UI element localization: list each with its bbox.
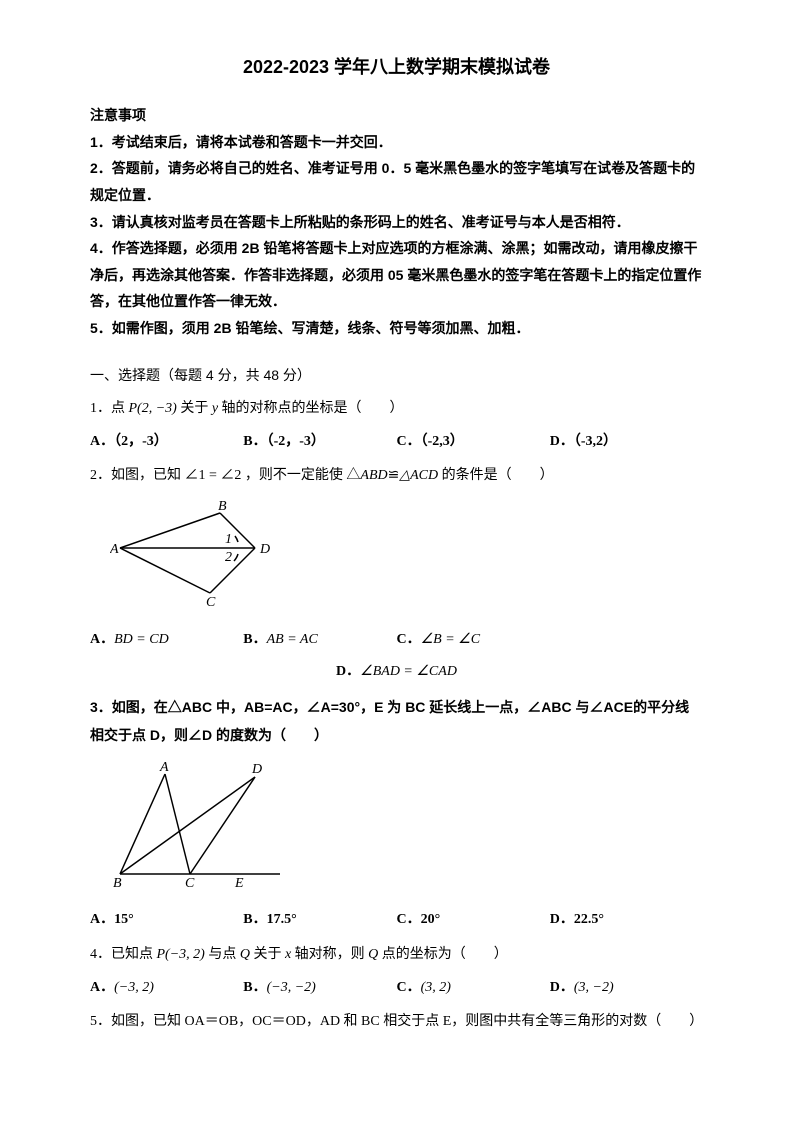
question-4: 4．已知点 P(−3, 2) 与点 Q 关于 x 轴对称，则 Q 点的坐标为（ … <box>90 942 703 969</box>
q1-text-post: 轴的对称点的坐标是（ ） <box>218 401 404 416</box>
q2-cong: ≌ <box>388 468 400 483</box>
q3-opt-c: C．20° <box>397 907 550 934</box>
q4-opt-a-val: (−3, 2) <box>114 980 154 995</box>
q4-opt-a: A．(−3, 2) <box>90 975 243 1002</box>
q4-point: P(−3, 2) <box>157 947 205 962</box>
q2-opt-a: A．BD = CD <box>90 627 243 654</box>
q2-opt-spacer <box>550 627 703 654</box>
q4-opt-d-val: (3, −2) <box>574 980 614 995</box>
question-5: 5．如图，已知 OA＝OB，OC＝OD，AD 和 BC 相交于点 E，则图中共有… <box>90 1009 703 1036</box>
q1-point: P(2, −3) <box>129 401 177 416</box>
q2-label-c: C <box>206 595 216 608</box>
q4-opt-d-label: D． <box>550 980 574 995</box>
page-title: 2022-2023 学年八上数学期末模拟试卷 <box>90 50 703 84</box>
q3-diagram: A B C D E <box>110 759 703 900</box>
q3-opt-b: B．17.5° <box>243 907 396 934</box>
notice-header: 注意事项 <box>90 102 703 129</box>
q1-text-pre: 1．点 <box>90 401 129 416</box>
q1-opt-b: B．（-2，-3） <box>243 429 396 456</box>
q2-opt-a-label: A． <box>90 632 114 647</box>
q2-tri1: ABD <box>360 468 387 483</box>
q2-opt-b-val: AB = AC <box>267 632 318 647</box>
q3-opt-a-text: A．15° <box>90 912 134 927</box>
q2-opt-d-val: ∠BAD = ∠CAD <box>360 664 457 679</box>
q2-opt-d: D．∠BAD = ∠CAD <box>336 659 457 686</box>
q3-label-b: B <box>113 876 122 889</box>
q4-text-post: 点的坐标为（ ） <box>378 947 508 962</box>
q1-opt-c: C．（-2,3） <box>397 429 550 456</box>
notice-item-2: 2．答题前，请务必将自己的姓名、准考证号用 0．5 毫米黑色墨水的签字笔填写在试… <box>90 155 703 208</box>
q3-opt-d: D．22.5° <box>550 907 703 934</box>
q2-label-2: 2 <box>225 550 232 565</box>
q3-opt-d-text: D．22.5° <box>550 912 604 927</box>
q2-label-1: 1 <box>225 532 232 547</box>
q1-options: A．（2，-3） B．（-2，-3） C．（-2,3） D．（-3,2） <box>90 429 703 456</box>
q4-opt-b-label: B． <box>243 980 266 995</box>
q2-opt-c-val: ∠B = ∠C <box>421 632 480 647</box>
q3-opt-c-text: C．20° <box>397 912 441 927</box>
section-header: 一、选择题（每题 4 分，共 48 分） <box>90 362 703 389</box>
q3-label-a: A <box>159 760 169 775</box>
q2-opt-a-val: BD = CD <box>114 632 169 647</box>
q4-opt-b: B．(−3, −2) <box>243 975 396 1002</box>
q2-label-b: B <box>218 499 227 514</box>
q2-text-post: 的条件是（ ） <box>438 468 554 483</box>
notice-item-3: 3．请认真核对监考员在答题卡上所粘贴的条形码上的姓名、准考证号与本人是否相符． <box>90 209 703 236</box>
q3-svg: A B C D E <box>110 759 310 889</box>
q2-label-d: D <box>259 542 270 557</box>
q4-text-mid1: 与点 <box>205 947 240 962</box>
q2-label-a: A <box>110 542 119 557</box>
q2-svg: A B C D 1 2 <box>110 498 280 608</box>
q5-text: 5．如图，已知 OA＝OB，OC＝OD，AD 和 BC 相交于点 E，则图中共有… <box>90 1014 703 1029</box>
q1-opt-a-text: A．（2，-3） <box>90 434 168 449</box>
q4-text-mid2: 关于 <box>250 947 285 962</box>
notice-block: 注意事项 1．考试结束后，请将本试卷和答题卡一并交回． 2．答题前，请务必将自己… <box>90 102 703 341</box>
q4-q1: Q <box>240 947 250 962</box>
q2-diagram: A B C D 1 2 <box>110 498 703 619</box>
q4-text-mid3: 轴对称，则 <box>291 947 368 962</box>
q4-opt-c-val: (3, 2) <box>421 980 451 995</box>
q4-opt-b-val: (−3, −2) <box>267 980 316 995</box>
q4-text-pre: 4．已知点 <box>90 947 157 962</box>
q3-options: A．15° B．17.5° C．20° D．22.5° <box>90 907 703 934</box>
q4-opt-a-label: A． <box>90 980 114 995</box>
question-3: 3．如图，在△ABC 中，AB=AC，∠A=30°，E 为 BC 延长线上一点，… <box>90 694 703 751</box>
q2-opt-c-label: C． <box>397 632 421 647</box>
q2-options-row1: A．BD = CD B．AB = AC C．∠B = ∠C <box>90 627 703 654</box>
question-1: 1．点 P(2, −3) 关于 y 轴的对称点的坐标是（ ） <box>90 396 703 423</box>
q4-opt-c-label: C． <box>397 980 421 995</box>
notice-item-1: 1．考试结束后，请将本试卷和答题卡一并交回． <box>90 129 703 156</box>
notice-item-4: 4．作答选择题，必须用 2B 铅笔将答题卡上对应选项的方框涂满、涂黑；如需改动，… <box>90 235 703 315</box>
q4-options: A．(−3, 2) B．(−3, −2) C．(3, 2) D．(3, −2) <box>90 975 703 1002</box>
q2-opt-b: B．AB = AC <box>243 627 396 654</box>
q2-opt-d-label: D． <box>336 664 360 679</box>
question-2: 2．如图，已知 ∠1 = ∠2 ，则不一定能使 △ABD≌△ACD 的条件是（ … <box>90 463 703 490</box>
q1-opt-a: A．（2，-3） <box>90 429 243 456</box>
q1-text-mid: 关于 <box>177 401 212 416</box>
notice-item-5: 5．如需作图，须用 2B 铅笔绘、写清楚，线条、符号等须加黑、加粗． <box>90 315 703 342</box>
q2-opt-b-label: B． <box>243 632 266 647</box>
q3-text: 3．如图，在△ABC 中，AB=AC，∠A=30°，E 为 BC 延长线上一点，… <box>90 699 689 744</box>
q4-q2: Q <box>368 947 378 962</box>
q1-opt-b-text: B．（-2，-3） <box>243 434 325 449</box>
q2-tri2: △ACD <box>399 468 438 483</box>
q3-opt-b-text: B．17.5° <box>243 912 296 927</box>
q1-opt-d: D．（-3,2） <box>550 429 703 456</box>
q3-label-c: C <box>185 876 195 889</box>
q1-opt-d-text: D．（-3,2） <box>550 434 617 449</box>
q4-opt-d: D．(3, −2) <box>550 975 703 1002</box>
q1-opt-c-text: C．（-2,3） <box>397 434 464 449</box>
q4-opt-c: C．(3, 2) <box>397 975 550 1002</box>
q2-options-row2: D．∠BAD = ∠CAD <box>90 659 703 686</box>
q3-label-d: D <box>251 762 262 777</box>
q3-label-e: E <box>234 876 244 889</box>
q2-opt-c: C．∠B = ∠C <box>397 627 550 654</box>
q3-opt-a: A．15° <box>90 907 243 934</box>
q2-text-pre: 2．如图，已知 ∠1 = ∠2 ，则不一定能使 △ <box>90 468 360 483</box>
